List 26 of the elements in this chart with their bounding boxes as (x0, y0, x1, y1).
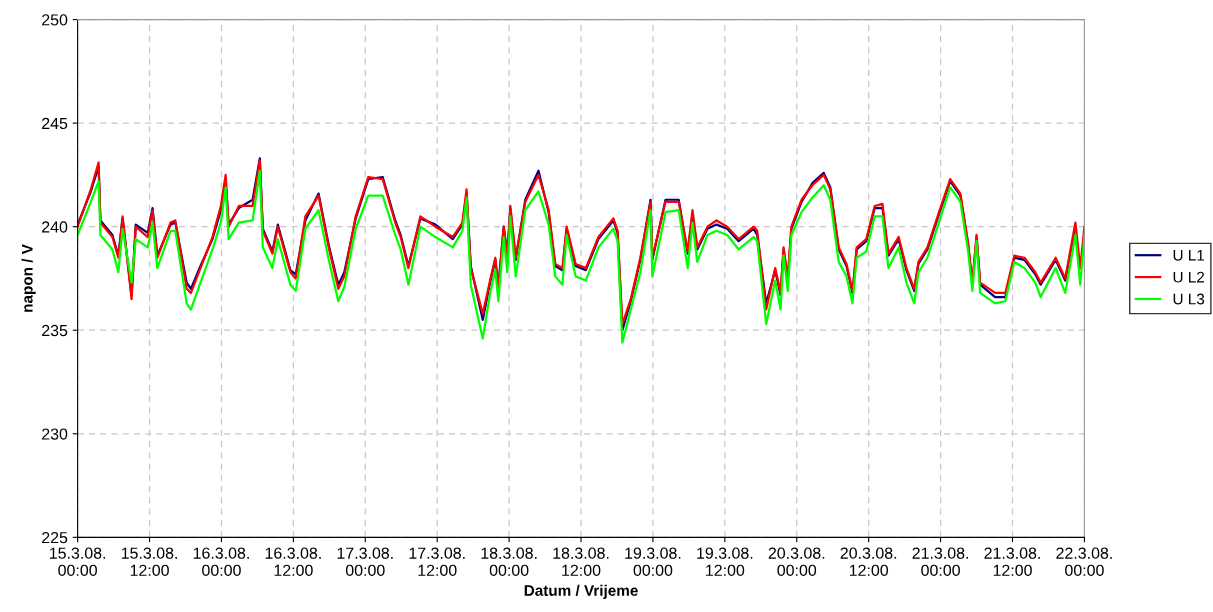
x-tick-label: 17.3.08. 00:00 (337, 547, 393, 576)
y-tick-label: 240 (42, 221, 68, 233)
legend-label: U L2 (1173, 271, 1205, 283)
x-tick-label: 16.3.08. 00:00 (193, 547, 249, 576)
x-tick-label: 19.3.08. 00:00 (625, 547, 681, 576)
x-tick-label: 21.3.08. 00:00 (912, 547, 968, 576)
y-axis-title: napon / V (21, 244, 36, 312)
x-tick-label: 19.3.08. 12:00 (697, 547, 753, 576)
y-tick-label: 230 (42, 428, 68, 440)
legend-label: U L3 (1173, 293, 1205, 305)
x-tick-label: 22.3.08. 00:00 (1056, 547, 1112, 576)
y-tick-label: 235 (42, 324, 68, 337)
legend-label: U L1 (1173, 250, 1205, 261)
x-tick-label: 15.3.08. 00:00 (49, 547, 106, 576)
y-tick-label: 245 (42, 117, 68, 130)
x-tick-label: 18.3.08. 12:00 (553, 547, 609, 576)
x-tick-label: 21.3.08. 12:00 (984, 547, 1040, 576)
x-axis-title: Datum / Vrijeme (524, 584, 638, 599)
x-tick-label: 18.3.08. 00:00 (481, 547, 537, 576)
x-tick-label: 20.3.08. 00:00 (768, 547, 825, 576)
x-tick-label: 17.3.08. 12:00 (409, 547, 465, 576)
x-tick-label: 15.3.08. 12:00 (121, 547, 177, 576)
y-tick-label: 250 (42, 14, 68, 26)
y-tick-label: 225 (42, 531, 68, 544)
x-tick-label: 16.3.08. 12:00 (265, 547, 321, 576)
x-tick-label: 20.3.08. 12:00 (840, 547, 897, 576)
